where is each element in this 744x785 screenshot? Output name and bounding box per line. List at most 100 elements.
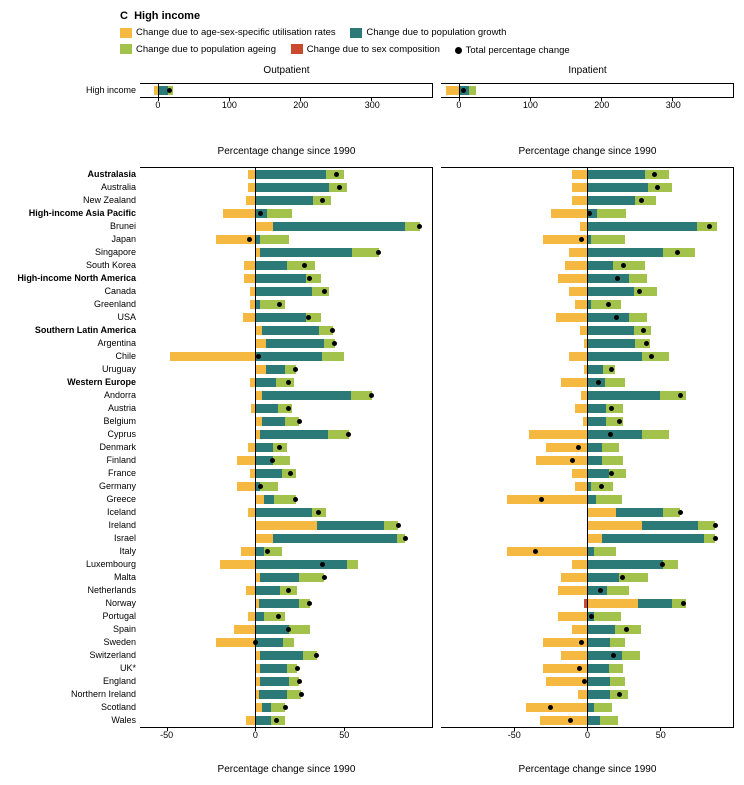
bar-segment [602,534,704,543]
bar-row [140,662,432,675]
total-dot [307,601,312,606]
bar-segment [255,560,347,569]
bar-segment [260,651,302,660]
tick-label: 100 [222,100,237,142]
bar-segment [587,170,645,179]
row-label: New Zealand [10,193,140,206]
row-label: Brunei [10,219,140,232]
bar-segment [255,378,276,387]
row-label: Greenland [10,297,140,310]
bar-segment [317,521,384,530]
bar-segment [587,521,642,530]
bar-segment [594,547,616,556]
bar-segment [572,560,587,569]
bar-segment [587,430,642,439]
bar-segment [267,209,292,218]
row-label: Western Europe [10,375,140,388]
total-dot [369,393,374,398]
total-dot [346,432,351,437]
bar-segment [629,274,647,283]
bar-segment [587,313,629,322]
bar-row [140,584,432,597]
bar-segment [587,183,648,192]
bar-segment [602,443,620,452]
bar-segment [587,560,663,569]
bar-segment [591,235,625,244]
main-chart: AustralasiaAustraliaNew ZealandHigh-inco… [10,167,734,728]
bar-segment [587,287,634,296]
row-label: Denmark [10,440,140,453]
total-dot [598,588,603,593]
bar-segment [262,417,285,426]
bar-segment [255,391,262,400]
row-label: Malta [10,570,140,583]
bar-row [140,246,432,259]
bar-row [140,597,432,610]
bar-segment [587,443,602,452]
bar-segment [587,547,594,556]
bar-row [140,428,432,441]
panel-label: C High income [120,10,734,22]
bar-segment [645,170,668,179]
bar-segment [648,183,671,192]
bar-segment [587,404,606,413]
row-label: USA [10,310,140,323]
tick-label: 50 [656,730,666,760]
bar-row [140,220,432,233]
total-dot [461,88,466,93]
bar-segment [273,534,397,543]
bar-segment [561,651,587,660]
bar-segment [569,287,587,296]
total-dot [678,510,683,515]
row-label: Austria [10,401,140,414]
row-label: Northern Ireland [10,687,140,700]
bar-segment [587,625,615,634]
bar-segment [287,261,315,270]
row-label: Chile [10,349,140,362]
legend-ageing: Change due to population ageing [120,43,276,56]
bar-row [140,480,432,493]
bar-segment [605,378,625,387]
summary-chart: High income [10,83,734,98]
bar-segment [587,417,606,426]
bar-row [140,623,432,636]
row-label: Ireland [10,518,140,531]
tick-label: 0 [456,100,461,142]
bar-segment [273,222,406,231]
total-dot [276,614,281,619]
tick-label: 200 [594,100,609,142]
bar-segment [594,612,620,621]
bar-row [140,259,432,272]
bar-segment [237,482,255,491]
bar-row [140,675,432,688]
bar-row [140,532,432,545]
tick-label: 300 [666,100,681,142]
zero-line [459,84,460,97]
total-dot [376,250,381,255]
bar-segment [255,547,264,556]
bar-segment [255,222,273,231]
legend-util: Change due to age-sex-specific utilisati… [120,26,336,39]
bar-row [140,233,432,246]
row-label: Cyprus [10,427,140,440]
bar-segment [556,313,587,322]
bar-row [140,324,432,337]
row-label: Italy [10,544,140,557]
bar-segment [255,469,282,478]
bar-segment [259,690,287,699]
bar-segment [289,625,310,634]
bar-row [441,84,733,97]
bar-segment [244,261,255,270]
bar-segment [248,443,255,452]
bar-segment [260,482,278,491]
total-dot [330,328,335,333]
bar-row [140,389,432,402]
bar-segment [507,547,587,556]
bar-segment [587,508,616,517]
bar-segment [642,430,668,439]
total-dot [579,237,584,242]
bar-segment [255,326,262,335]
bar-segment [629,313,647,322]
bar-segment [276,378,294,387]
bar-row [140,298,432,311]
